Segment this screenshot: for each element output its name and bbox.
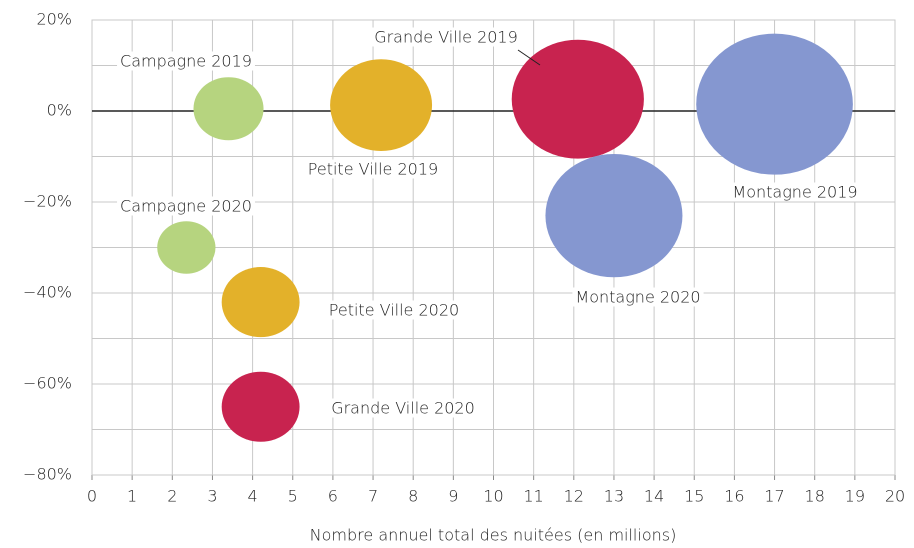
x-tick-label: 5 (288, 487, 298, 506)
bubble-label: Grande Ville 2019 (374, 28, 518, 47)
x-tick-label: 9 (448, 487, 458, 506)
x-tick-label: 4 (248, 487, 258, 506)
x-tick-label: 13 (604, 487, 624, 506)
label-background (325, 300, 463, 320)
y-tick-label: −60% (23, 374, 72, 393)
y-tick-label: 0% (47, 101, 72, 120)
x-tick-label: 3 (207, 487, 217, 506)
bubble (545, 153, 683, 278)
label-background (117, 51, 255, 71)
x-tick-label: 6 (328, 487, 338, 506)
bubble (221, 267, 300, 338)
x-tick-label: 2 (167, 487, 177, 506)
bubble-label: Campagne 2020 (120, 197, 252, 216)
bubble-label: Petite Ville 2020 (329, 301, 459, 320)
leader-line (517, 49, 541, 66)
x-tick-label: 15 (684, 487, 704, 506)
bubble-label: Montagne 2020 (575, 288, 700, 307)
bubble (511, 39, 644, 159)
x-tick-label: 1 (127, 487, 137, 506)
bubble-label: Montagne 2019 (732, 183, 857, 202)
label-background (117, 196, 255, 216)
x-tick-label: 14 (644, 487, 664, 506)
y-tick-label: 20% (36, 10, 72, 29)
x-tick-label: 0 (87, 487, 97, 506)
label-background (304, 159, 442, 179)
bubble-label: Petite Ville 2019 (308, 160, 438, 179)
bubble (221, 371, 300, 442)
x-axis-label: Nombre annuel total des nuitées (en mill… (310, 526, 677, 545)
y-tick-label: −40% (23, 283, 72, 302)
bubble (330, 59, 433, 151)
bubble (157, 221, 216, 274)
label-background (572, 287, 704, 307)
bubble (193, 77, 264, 141)
y-tick-label: −20% (23, 192, 72, 211)
x-tick-label: 17 (764, 487, 784, 506)
bubble-label: Campagne 2019 (120, 52, 252, 71)
x-tick-label: 20 (885, 487, 905, 506)
label-background (729, 182, 861, 202)
label-background (371, 27, 521, 47)
x-tick-label: 8 (408, 487, 418, 506)
x-tick-label: 18 (805, 487, 825, 506)
x-tick-label: 19 (845, 487, 865, 506)
label-background (328, 398, 478, 418)
x-tick-label: 10 (483, 487, 503, 506)
y-tick-label: −80% (23, 465, 72, 484)
x-tick-label: 11 (523, 487, 543, 506)
x-tick-label: 16 (724, 487, 744, 506)
x-tick-label: 12 (564, 487, 584, 506)
x-tick-label: 7 (368, 487, 378, 506)
bubble-label: Grande Ville 2020 (331, 399, 475, 418)
bubble (696, 33, 853, 175)
